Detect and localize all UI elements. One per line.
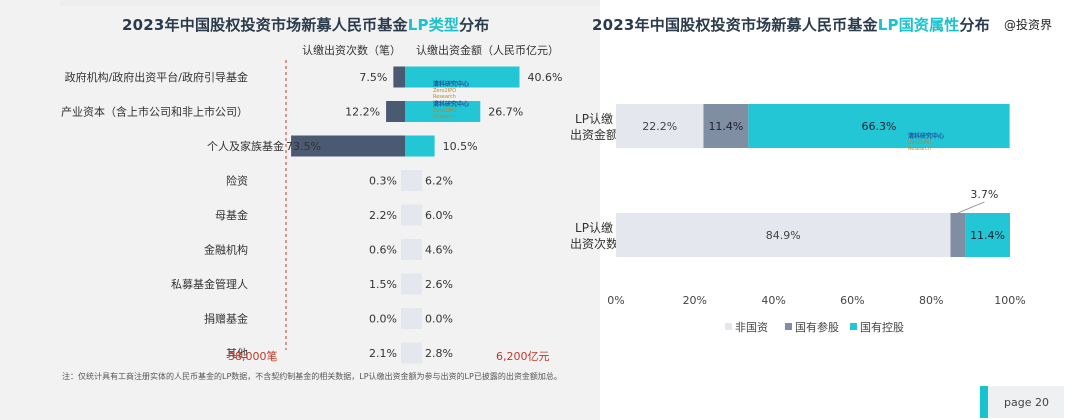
category-label: 捐赠基金: [204, 312, 248, 326]
lp-state-chart: 0% 20% 40% 60% 80% 100% LP认缴出资金额 22.2% 11.4% 66.3…: [570, 104, 1026, 334]
amount-label: 26.7%: [488, 106, 523, 119]
segment-label: 11.4%: [708, 120, 743, 133]
count-label: 7.5%: [359, 71, 387, 84]
legend-label: 国有参股: [795, 320, 839, 334]
category-label: 政府机构/政府出资平台/政府引导基金: [65, 70, 248, 84]
count-bar: [393, 66, 405, 88]
count-label: 1.5%: [369, 278, 397, 291]
annotation-leader: [957, 201, 985, 214]
right-chart-title: 2023年中国股权投资市场新募人民币基金LP国资属性分布: [592, 16, 990, 34]
left-chart-title: 2023年中国股权投资市场新募人民币基金LP类型分布: [122, 16, 490, 34]
amount-label: 10.5%: [443, 140, 478, 153]
footnote: 注：仅统计具有工商注册实体的人民币基金的LP数据，不含契约制基金的相关数据，LP…: [62, 372, 562, 381]
segment-label: 66.3%: [862, 120, 897, 133]
amount-bar: [405, 239, 422, 260]
amount-label: 6.2%: [425, 175, 453, 188]
watermark-logo: 清科研究中心 Zero2IPO Research: [908, 133, 945, 153]
amount-label: 2.6%: [425, 278, 453, 291]
category-label: 金融机构: [204, 243, 248, 257]
stack-segment: [616, 213, 951, 257]
category-label: 个人及家族基金: [207, 139, 284, 153]
x-tick-label: 100%: [994, 294, 1025, 307]
stack-segment: [950, 213, 966, 257]
amount-bar: [405, 66, 520, 88]
annotation-label: 3.7%: [970, 188, 998, 201]
page-number: page 20: [1004, 396, 1049, 409]
category-label: 母基金: [215, 208, 248, 222]
count-label: 12.2%: [345, 106, 380, 119]
amount-bar: [405, 135, 435, 157]
stack-segment: [703, 104, 749, 148]
x-tick-label: 20%: [683, 294, 707, 307]
count-label: 2.1%: [369, 347, 397, 360]
count-bar: [386, 101, 405, 122]
brand-logo: @投资界: [1004, 18, 1053, 32]
top-strip: [60, 0, 600, 6]
count-label: 0.0%: [369, 313, 397, 326]
stack-segment: [616, 104, 704, 148]
legend-label: 非国资: [735, 321, 768, 334]
count-bar: [401, 342, 405, 364]
amount-bar: [405, 204, 422, 226]
category-label: LP认缴出资次数: [570, 220, 618, 251]
legend-swatch: [725, 323, 732, 330]
lp-type-chart: 政府机构/政府出资平台/政府引导基金 7.5% 40.6% 产业资本（含上市公司和非上…: [61, 60, 562, 364]
count-label: 73.5%: [286, 140, 321, 153]
x-tick-label: 60%: [840, 294, 864, 307]
category-label: 私募基金管理人: [171, 277, 248, 291]
category-label: 险资: [226, 174, 248, 188]
x-tick-label: 80%: [919, 294, 943, 307]
amount-bar: [405, 101, 481, 122]
amount-bar: [405, 342, 422, 364]
legend-label: 国有控股: [860, 320, 904, 334]
amount-total: 6,200亿元: [496, 350, 550, 363]
amount-label: 6.0%: [425, 209, 453, 222]
count-label: 0.3%: [369, 175, 397, 188]
amount-label: 4.6%: [425, 244, 453, 257]
legend-swatch: [785, 323, 792, 330]
count-label: 0.6%: [369, 244, 397, 257]
count-label: 2.2%: [369, 209, 397, 222]
count-total: 38,000笔: [228, 349, 278, 363]
segment-label: 84.9%: [766, 229, 801, 242]
category-label: 产业资本（含上市公司和非上市公司）: [61, 105, 248, 119]
amount-label: 40.6%: [527, 71, 562, 84]
watermark-logo: 清科研究中心 Zero2IPO Research: [433, 81, 470, 101]
segment-label: 22.2%: [642, 120, 677, 133]
count-bar: [401, 273, 405, 295]
x-tick-label: 40%: [761, 294, 785, 307]
count-bar: [401, 239, 405, 260]
watermark-logo: 清科研究中心 Zero2IPO Research: [433, 101, 470, 121]
amount-label: 0.0%: [425, 313, 453, 326]
page-accent: [980, 386, 988, 418]
amount-label: 2.8%: [425, 347, 453, 360]
legend-swatch: [850, 323, 857, 330]
amount-bar: [405, 308, 422, 329]
segment-label: 11.4%: [970, 229, 1005, 242]
amount-bar: [405, 170, 422, 191]
count-bar: [401, 308, 405, 329]
count-bar: [401, 204, 405, 226]
amount-bar: [405, 273, 422, 295]
count-bar: [401, 170, 405, 191]
count-column-header: 认缴出资次数（笔）: [302, 44, 401, 57]
page-indicator: page 20: [980, 386, 1064, 418]
stack-segment: [965, 213, 1010, 257]
category-label: 其他: [226, 347, 248, 360]
count-bar: [291, 135, 405, 157]
x-tick-label: 0%: [607, 294, 624, 307]
stack-segment: [748, 104, 1010, 148]
category-label: LP认缴出资金额: [570, 111, 618, 142]
amount-column-header: 认缴出资金额（人民币亿元）: [416, 44, 559, 57]
